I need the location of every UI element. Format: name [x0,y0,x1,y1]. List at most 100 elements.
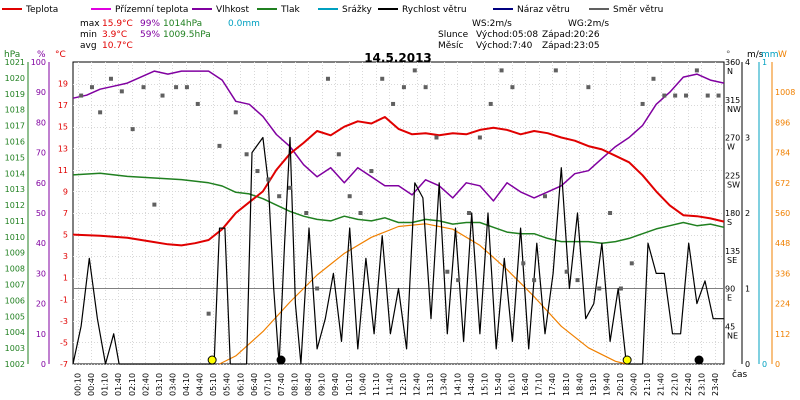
tick-time-3: 01:40 [114,373,123,396]
wind-dir-point-5 [130,127,135,132]
tick-time-17: 08:40 [304,373,313,396]
tick-hpa-7: 1009 [5,249,25,258]
tick-pct-1: 10 [36,330,46,339]
wind-dir-point-22 [325,76,330,81]
tick-time-5: 02:40 [141,373,150,396]
tick-dir-card-4: S [727,218,732,227]
wind-dir-point-16 [255,169,260,174]
chart-title: 14.5.2013 [364,51,432,65]
tick-pct-6: 60 [36,179,46,188]
tick-pct-4: 40 [36,239,46,248]
legend-label-5: Rychlost větru [402,5,467,15]
wind-dir-point-21 [315,286,320,291]
tick-hpa-15: 1017 [5,122,25,131]
wind-dir-point-58 [716,93,721,98]
stats-block: max 15.9°C 99% 1014hPa 0.0mm min 3.9°C 5… [80,19,260,51]
tick-time-30: 15:10 [480,373,489,396]
sun-set-marker [622,355,632,365]
markers-layer [207,355,704,365]
wind-dir-point-47 [597,286,602,291]
tick-w-6: 672 [775,179,790,188]
tick-time-29: 14:40 [467,373,476,396]
wind-dir-point-11 [195,101,200,106]
tick-time-9: 04:40 [196,373,205,396]
legend-label-2: Vlhkost [216,5,249,15]
wind-dir-point-19 [288,185,292,190]
tick-time-44: 22:10 [670,373,679,396]
wind-dir-point-38 [499,68,504,73]
unit-dir: ° [726,50,731,60]
stat-min-temp: 3.9°C [102,30,127,40]
wind-dir-point-3 [108,76,113,81]
unit-w: W [778,50,787,60]
tick-hpa-10: 1012 [5,201,25,210]
tick-temp-7: 7 [63,209,68,218]
wind-dir-point-33 [445,269,450,274]
stat-min-press: 1009.5hPa [163,30,211,40]
tick-temp-1: -5 [60,338,68,347]
tick-time-0: 00:10 [74,373,83,396]
tick-pct-10: 100 [31,58,46,67]
tick-pct-0: 0 [41,360,46,369]
unit-time: čas [732,369,747,380]
wind-dir-point-34 [456,278,461,283]
wind-dir-point-56 [694,68,699,73]
tick-hpa-12: 1014 [5,169,25,178]
tick-hpa-13: 1015 [5,153,25,162]
tick-dir-0: 360 [725,58,740,67]
legend-label-7: Směr větru [613,5,663,15]
tick-dir-5: 135 [725,247,740,256]
tick-time-22: 11:10 [372,373,381,396]
tick-time-34: 17:10 [535,373,544,396]
tick-time-26: 13:10 [426,373,435,396]
tick-dir-2: 270 [725,134,740,143]
stat-max-press: 1014hPa [163,19,202,29]
tick-ms-3: 3 [745,134,750,143]
ws-value: WS:2m/s [472,19,512,29]
tick-time-15: 07:40 [277,373,286,396]
tick-temp-6: 5 [63,231,68,240]
wind-dir-point-55 [684,93,689,98]
tick-time-20: 10:10 [345,373,354,396]
tick-temp-11: 15 [58,123,68,132]
tick-dir-card-6: E [727,294,732,303]
series-line-4 [72,136,724,365]
sun-rise: Východ:05:08 [476,30,538,40]
tick-dir-6: 90 [725,285,735,294]
tick-hpa-14: 1016 [5,137,25,146]
wind-dir-point-25 [358,211,363,215]
wind-dir-point-6 [141,85,146,90]
stat-max-rain: 0.0mm [228,19,260,29]
tick-time-11: 05:40 [223,373,232,396]
tick-temp-8: 9 [63,187,68,196]
stat-min-label: min [80,30,97,40]
tick-dir-card-0: N [727,67,733,76]
tick-dir-card-1: NW [727,105,741,114]
tick-temp-5: 3 [63,252,68,261]
tick-ms-2: 2 [745,209,750,218]
tick-time-37: 18:40 [575,373,584,396]
series-line-1 [72,172,725,244]
wind-dir-point-43 [553,68,558,73]
tick-ms-1: 1 [745,285,750,294]
tick-ms-0: 0 [745,360,750,369]
unit-ms: m/s [747,50,764,60]
wind-dir-point-50 [629,261,634,266]
tick-dir-card-3: SW [727,180,740,189]
tick-hpa-3: 1005 [5,312,25,321]
wind-dir-point-32 [434,135,439,140]
moon-rise: Východ:7:40 [476,41,533,51]
tick-time-6: 03:10 [155,373,164,396]
tick-hpa-9: 1011 [5,217,25,226]
tick-pct-9: 90 [36,88,46,97]
stat-avg-temp: 10.7°C [102,41,133,51]
plot-frame [72,61,725,365]
tick-dir-4: 180 [725,209,740,218]
tick-time-8: 04:10 [182,373,191,396]
tick-time-2: 01:10 [101,373,110,396]
tick-pct-3: 30 [36,269,46,278]
tick-dir-7: 45 [725,322,735,331]
wind-dir-point-17 [266,177,271,182]
